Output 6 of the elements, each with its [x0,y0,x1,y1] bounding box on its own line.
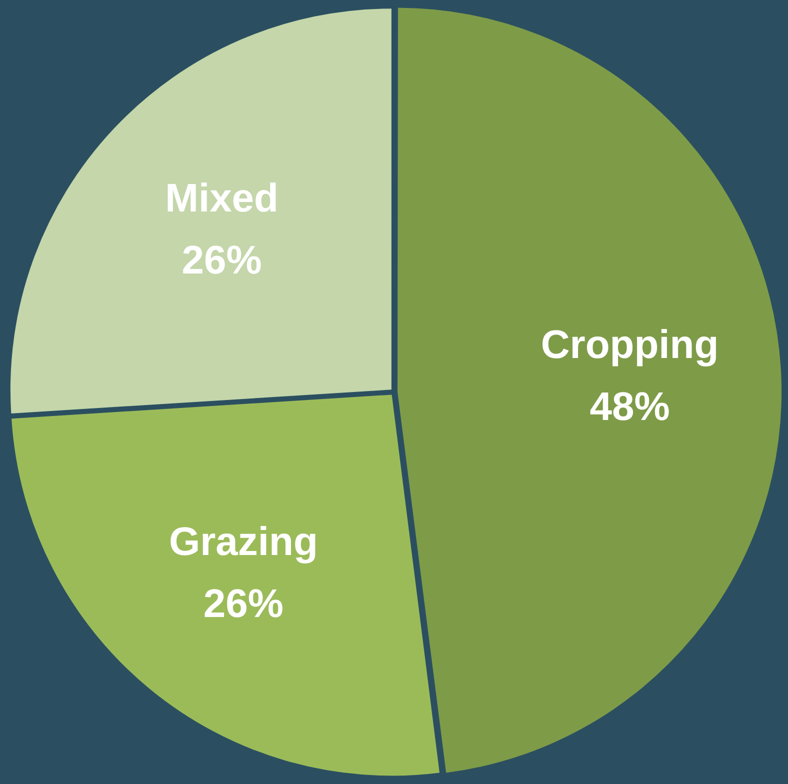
data-label: 48% [590,385,670,430]
slice-label: Mixed [165,176,278,220]
slice-label: Cropping [540,323,719,368]
slice-label: Grazing [168,520,318,564]
data-label: 26% [182,238,262,282]
data-label: 26% [203,582,284,626]
